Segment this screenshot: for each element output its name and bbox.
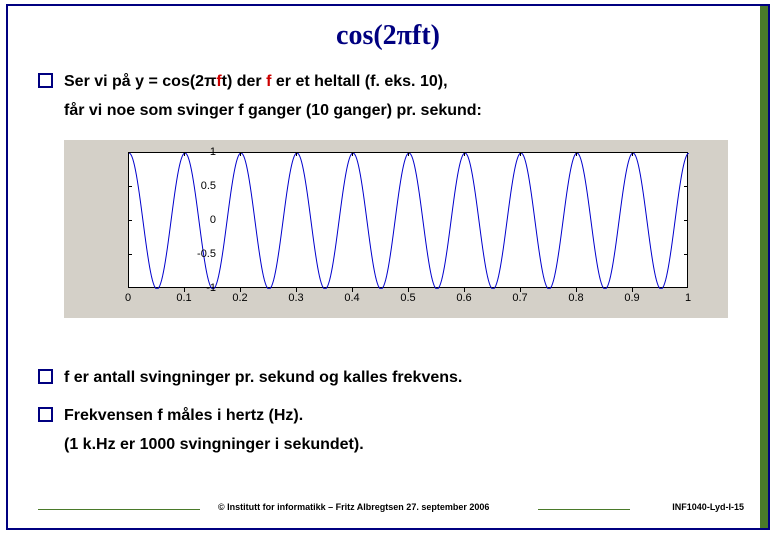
bullet-2: f er antall svingninger pr. sekund og ka… [64, 366, 728, 389]
tx1 [184, 288, 185, 292]
tx6 [464, 288, 465, 292]
bullet-1: Ser vi på y = cos(2πft) der f er et helt… [64, 70, 728, 93]
xtick-6: 0.6 [456, 292, 471, 304]
slide-title: cos(2πft) [8, 20, 768, 52]
ytick-1: 1 [176, 146, 216, 158]
tx5 [408, 288, 409, 292]
xtick-1: 0.1 [176, 292, 191, 304]
tickm-yr-0 [684, 220, 688, 221]
footer-rule-right [538, 509, 630, 510]
b1-prefix: Ser vi på y = cos(2π [64, 73, 216, 90]
txt4 [352, 152, 353, 156]
xtick-8: 0.8 [568, 292, 583, 304]
b1-suffix: er et heltall (f. eks. 10), [271, 73, 447, 90]
accent-bar [760, 6, 768, 528]
txt7 [520, 152, 521, 156]
tx4 [352, 288, 353, 292]
bullet-3: Frekvensen f måles i hertz (Hz). [64, 404, 728, 427]
tickm-yr-n05 [684, 254, 688, 255]
tickm-y-0 [128, 220, 132, 221]
txt8 [576, 152, 577, 156]
ytick-0: 0 [176, 214, 216, 226]
xtick-2: 0.2 [232, 292, 247, 304]
chart-panel: 1 0.5 0 -0.5 -1 0 0.1 0.2 0.3 0.4 0.5 0.… [64, 140, 728, 318]
tickm-y-05 [128, 186, 132, 187]
footer-copyright: © Institutt for informatikk – Fritz Albr… [218, 502, 489, 512]
footer-rule-left [38, 509, 200, 510]
tickm-yr-05 [684, 186, 688, 187]
txt3 [296, 152, 297, 156]
tx9 [632, 288, 633, 292]
xtick-10: 1 [685, 292, 691, 304]
ytick-n05: -0.5 [176, 248, 216, 260]
content-area-2: f er antall svingninger pr. sekund og ka… [8, 334, 768, 456]
txt9 [632, 152, 633, 156]
xtick-9: 0.9 [624, 292, 639, 304]
txt5 [408, 152, 409, 156]
tx7 [520, 288, 521, 292]
xtick-5: 0.5 [400, 292, 415, 304]
xtick-0: 0 [125, 292, 131, 304]
bullet-3-line2: (1 k.Hz er 1000 svingninger i sekundet). [64, 433, 728, 456]
content-area: Ser vi på y = cos(2πft) der f er et helt… [8, 52, 768, 122]
b1-mid1: t) der [222, 73, 266, 90]
txt2 [240, 152, 241, 156]
xtick-4: 0.4 [344, 292, 359, 304]
tx2 [240, 288, 241, 292]
bullet-1-line2: får vi noe som svinger f ganger (10 gang… [64, 99, 728, 122]
xtick-3: 0.3 [288, 292, 303, 304]
footer-page: INF1040-Lyd-I-15 [672, 502, 744, 512]
slide-frame: cos(2πft) Ser vi på y = cos(2πft) der f … [6, 4, 770, 530]
tx3 [296, 288, 297, 292]
xtick-7: 0.7 [512, 292, 527, 304]
cosine-chart: 1 0.5 0 -0.5 -1 0 0.1 0.2 0.3 0.4 0.5 0.… [68, 144, 724, 314]
txt1 [184, 152, 185, 156]
footer: © Institutt for informatikk – Fritz Albr… [8, 502, 760, 516]
tickm-y-n05 [128, 254, 132, 255]
txt6 [464, 152, 465, 156]
ytick-05: 0.5 [176, 180, 216, 192]
tx8 [576, 288, 577, 292]
